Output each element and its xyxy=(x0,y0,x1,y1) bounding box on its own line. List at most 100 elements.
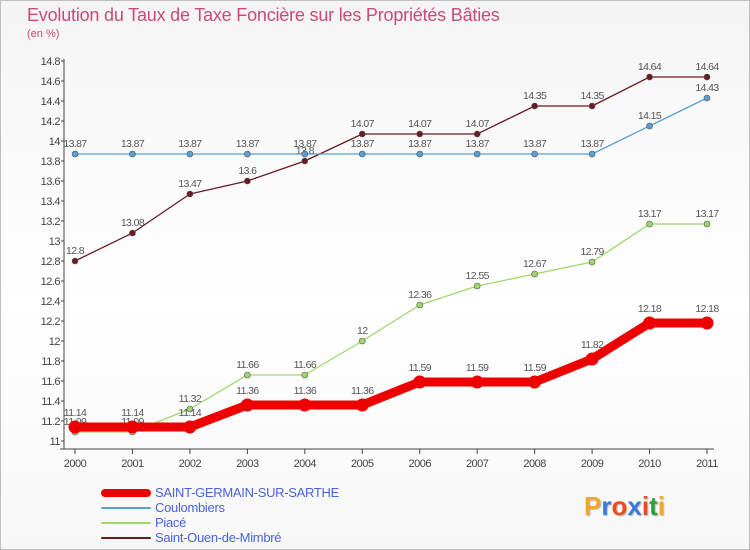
data-point xyxy=(643,316,657,330)
y-tick-label: 11.8 xyxy=(41,356,60,368)
data-label: 12.8 xyxy=(66,245,85,257)
data-label: 14.07 xyxy=(466,118,490,130)
data-point xyxy=(646,73,653,81)
y-tick-label: 11.4 xyxy=(41,396,60,408)
data-label: 14.07 xyxy=(408,118,432,130)
y-tick-label: 13 xyxy=(49,236,61,248)
data-point xyxy=(71,257,79,265)
data-label: 11.59 xyxy=(523,362,546,374)
data-point xyxy=(531,102,538,110)
logo-letter: P xyxy=(584,491,602,521)
data-point xyxy=(588,258,596,266)
x-tick-label: 2002 xyxy=(179,458,202,470)
x-tick-label: 2000 xyxy=(64,458,87,470)
data-label: 11.14 xyxy=(64,407,87,419)
logo-letter: t xyxy=(649,491,658,521)
y-tick-label: 13.2 xyxy=(41,216,61,228)
data-point xyxy=(355,398,369,412)
y-tick-label: 11.6 xyxy=(41,376,60,388)
data-label: 13.17 xyxy=(638,208,662,220)
data-point xyxy=(416,301,424,309)
data-label: 14.35 xyxy=(580,90,604,102)
logo-letter: r xyxy=(601,491,612,521)
data-point xyxy=(646,220,653,228)
legend-swatch-saint-ouen xyxy=(101,536,151,539)
data-label: 14.35 xyxy=(523,90,547,102)
data-point xyxy=(585,352,599,366)
x-tick-label: 2009 xyxy=(581,458,604,470)
data-point xyxy=(416,130,424,138)
legend-swatch-coulombiers xyxy=(101,506,151,509)
data-label: 11.36 xyxy=(351,385,374,397)
data-point xyxy=(416,150,424,158)
x-tick-label: 2006 xyxy=(408,458,431,470)
series-line xyxy=(74,97,708,155)
data-point xyxy=(125,420,139,434)
data-point xyxy=(473,130,481,138)
data-label: 11.32 xyxy=(179,393,202,405)
legend-item-saint-ouen: Saint-Ouen-de-Mimbré xyxy=(101,530,339,545)
data-label: 12.67 xyxy=(523,258,547,270)
data-label: 11.36 xyxy=(294,385,317,397)
data-point xyxy=(244,150,251,158)
data-label: 13.87 xyxy=(466,138,490,150)
data-label: 13.87 xyxy=(236,138,260,150)
legend-swatch-piace xyxy=(101,521,151,524)
y-tick-label: 11.2 xyxy=(41,416,60,428)
y-tick-label: 14.8 xyxy=(41,56,61,68)
data-point xyxy=(588,150,596,158)
legend: SAINT-GERMAIN-SUR-SARTHE Coulombiers Pia… xyxy=(101,485,339,545)
data-label: 12.18 xyxy=(695,303,719,315)
data-label: 13.87 xyxy=(351,138,375,150)
data-label: 11.14 xyxy=(121,407,144,419)
data-label: 11.82 xyxy=(581,339,604,351)
y-tick-label: 14.6 xyxy=(41,76,61,88)
data-label: 14.43 xyxy=(695,82,719,94)
y-tick-label: 13.8 xyxy=(41,156,61,168)
data-point xyxy=(703,94,711,102)
y-tick-label: 14 xyxy=(49,136,61,148)
data-label: 13.87 xyxy=(121,138,145,150)
x-tick-label: 2010 xyxy=(638,458,661,470)
data-point xyxy=(473,150,481,158)
data-point xyxy=(129,150,136,158)
data-point xyxy=(588,102,596,110)
y-tick-label: 14.2 xyxy=(41,116,61,128)
data-point xyxy=(531,150,538,158)
data-point xyxy=(703,220,711,228)
data-label: 11.14 xyxy=(179,407,202,419)
data-label: 12.55 xyxy=(466,270,490,282)
data-label: 11.66 xyxy=(236,359,259,371)
y-tick-label: 12.8 xyxy=(41,256,61,268)
data-label: 13.6 xyxy=(238,165,257,177)
data-label: 13.17 xyxy=(695,208,719,220)
data-point xyxy=(240,398,254,412)
y-tick-label: 11 xyxy=(50,436,61,448)
x-tick-label: 2004 xyxy=(294,458,317,470)
data-point xyxy=(244,371,251,379)
data-label: 14.07 xyxy=(351,118,375,130)
data-point xyxy=(470,375,484,389)
x-tick-label: 2003 xyxy=(236,458,259,470)
data-point xyxy=(71,150,79,158)
data-point xyxy=(129,229,136,237)
legend-label: Piacé xyxy=(155,515,187,530)
legend-item-saint-germain: SAINT-GERMAIN-SUR-SARTHE xyxy=(101,485,339,500)
data-label: 14.15 xyxy=(638,110,662,122)
data-point xyxy=(528,375,542,389)
data-point xyxy=(186,190,194,198)
legend-item-piace: Piacé xyxy=(101,515,339,530)
legend-label: SAINT-GERMAIN-SUR-SARTHE xyxy=(155,485,339,500)
data-point xyxy=(358,150,366,158)
data-label: 14.64 xyxy=(695,61,719,73)
data-point xyxy=(301,150,309,158)
series-line xyxy=(74,76,708,262)
data-point xyxy=(298,398,312,412)
data-label: 11.59 xyxy=(408,362,431,374)
data-point xyxy=(700,316,714,330)
y-tick-label: 13.6 xyxy=(41,176,61,188)
series-line xyxy=(74,223,708,433)
data-point xyxy=(358,337,366,345)
